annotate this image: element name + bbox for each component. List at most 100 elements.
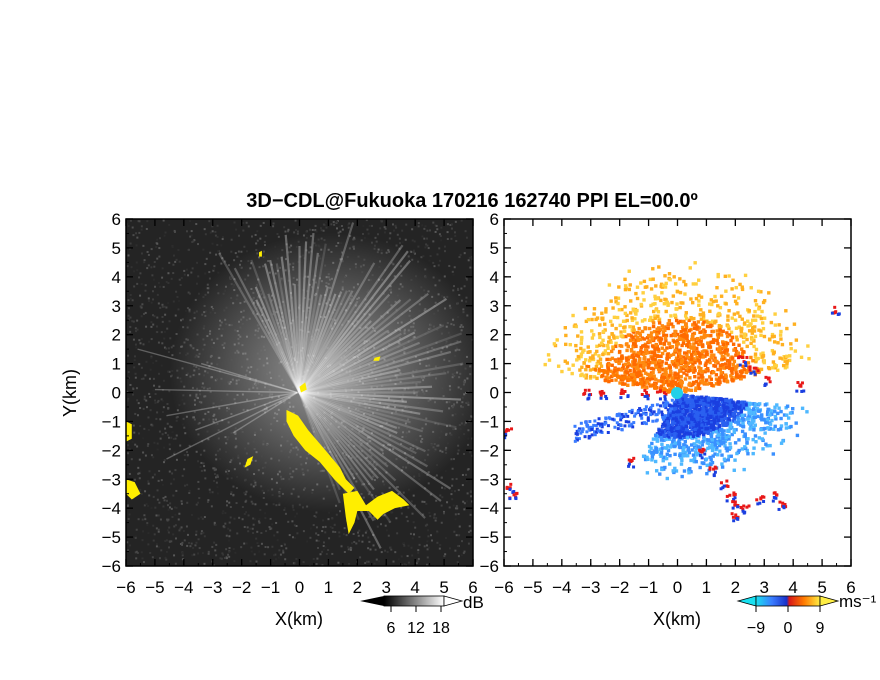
snr-noise-speck — [412, 251, 415, 254]
velocity-pixel — [750, 337, 754, 341]
velocity-pixel — [800, 406, 805, 410]
velocity-pixel — [746, 361, 751, 365]
velocity-pixel — [584, 358, 588, 362]
velocity-pixel — [699, 295, 704, 299]
snr-noise-speck — [138, 363, 141, 366]
velocity-pixel — [714, 299, 718, 303]
snr-noise-speck — [221, 512, 224, 515]
snr-noise-speck — [426, 237, 429, 240]
velocity-pixel — [727, 274, 731, 278]
snr-noise-speck — [142, 407, 145, 410]
velocity-pixel — [624, 367, 629, 371]
velocity-pixel — [638, 364, 643, 368]
snr-noise-speck — [127, 225, 130, 228]
velocity-pixel — [669, 443, 674, 447]
velocity-pixel — [665, 376, 670, 380]
snr-noise-speck — [183, 468, 186, 471]
velocity-pixel — [701, 355, 705, 359]
snr-noise-speck — [329, 525, 332, 528]
velocity-pixel — [668, 445, 673, 449]
snr-noise-speck — [322, 548, 325, 551]
velocity-pixel — [588, 368, 593, 372]
velocity-pixel — [651, 267, 655, 271]
snr-noise-speck — [463, 550, 466, 553]
velocity-pixel — [563, 326, 567, 330]
snr-noise-speck — [364, 562, 367, 565]
snr-noise-speck — [208, 220, 211, 223]
snr-noise-speck — [331, 516, 334, 519]
snr-noise-speck — [280, 544, 283, 547]
snr-noise-speck — [458, 256, 461, 259]
snr-noise-speck — [149, 396, 152, 399]
velocity-pixel — [606, 368, 611, 372]
snr-noise-speck — [175, 416, 178, 419]
snr-noise-speck — [440, 521, 443, 524]
velocity-pixel — [634, 365, 639, 370]
snr-noise-speck — [129, 383, 132, 386]
snr-noise-speck — [417, 557, 420, 560]
velocity-pixel — [651, 370, 655, 375]
snr-noise-speck — [190, 230, 193, 233]
velocity-pixel — [555, 338, 559, 342]
snr-noise-speck — [407, 544, 410, 547]
velocity-pixel — [590, 356, 594, 360]
velocity-pixel — [600, 317, 605, 322]
snr-noise-speck — [403, 544, 406, 547]
velocity-pixel — [659, 384, 664, 389]
snr-noise-speck — [225, 555, 228, 558]
snr-echo-ray — [298, 332, 402, 394]
velocity-pixel — [623, 362, 628, 367]
snr-noise-speck — [469, 513, 472, 516]
velocity-pixel — [666, 448, 671, 453]
velocity-pixel — [652, 374, 656, 378]
velocity-pixel — [755, 314, 760, 318]
velocity-pixel — [697, 365, 701, 369]
velocity-pixel — [807, 357, 811, 361]
snr-echo-ray — [299, 391, 421, 415]
velocity-pixel — [595, 376, 599, 381]
velocity-pixel — [653, 336, 657, 340]
snr-noise-speck — [195, 533, 198, 536]
velocity-pixel — [653, 358, 657, 362]
snr-echo-ray — [298, 391, 397, 482]
snr-noise-speck — [315, 532, 318, 535]
snr-noise-speck — [388, 520, 391, 523]
snr-noise-speck — [442, 510, 445, 513]
velocity-pixel — [750, 402, 754, 406]
snr-noise-speck — [260, 542, 263, 545]
snr-noise-speck — [426, 244, 429, 247]
velocity-pixel — [639, 281, 643, 285]
snr-noise-speck — [140, 492, 143, 495]
snr-noise-speck — [471, 500, 473, 503]
snr-noise-speck — [162, 505, 165, 508]
snr-echo-ray — [263, 263, 301, 393]
velocity-pixel — [669, 322, 674, 326]
velocity-pixel — [677, 351, 682, 356]
velocity-pixel — [598, 357, 603, 361]
snr-noise-speck — [314, 224, 317, 227]
snr-noise-speck — [322, 545, 325, 548]
snr-noise-speck — [429, 255, 432, 258]
snr-noise-speck — [458, 525, 461, 528]
snr-noise-speck — [228, 539, 231, 542]
snr-noise-speck — [321, 564, 324, 566]
velocity-pixel — [759, 290, 763, 294]
snr-noise-speck — [437, 264, 440, 267]
velocity-pixel — [651, 356, 655, 360]
snr-noise-speck — [221, 238, 224, 241]
snr-noise-speck — [140, 377, 143, 380]
velocity-pixel — [629, 349, 634, 353]
snr-noise-speck — [208, 271, 211, 274]
snr-noise-speck — [149, 409, 152, 412]
velocity-pixel — [753, 318, 758, 322]
velocity-pixel — [632, 375, 636, 379]
snr-noise-speck — [168, 370, 171, 373]
snr-noise-speck — [203, 465, 206, 468]
velocity-pixel — [784, 309, 788, 313]
snr-noise-speck — [358, 539, 361, 542]
velocity-pixel — [705, 471, 709, 476]
velocity-pixel — [656, 347, 661, 351]
snr-noise-speck — [196, 261, 199, 264]
snr-noise-speck — [399, 242, 402, 245]
snr-noise-speck — [158, 237, 161, 240]
